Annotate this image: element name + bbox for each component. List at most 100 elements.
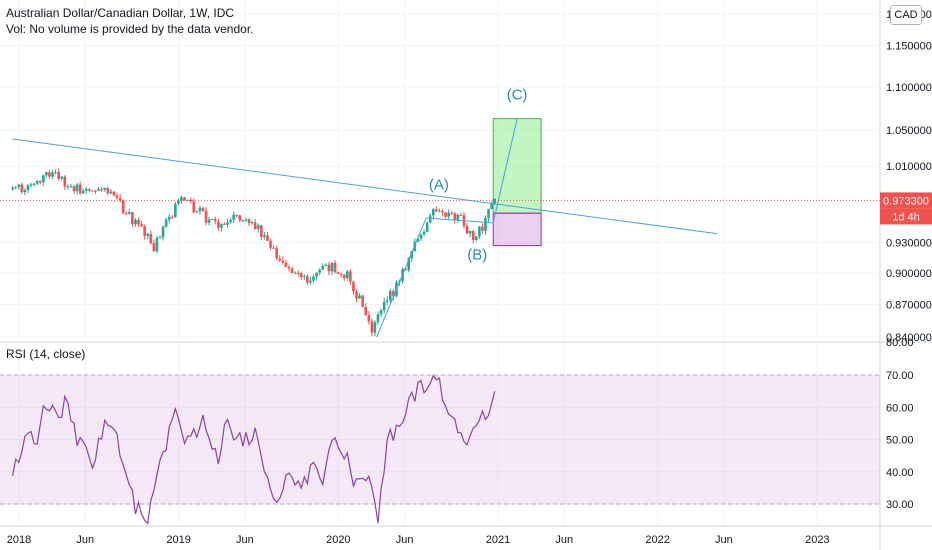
candle	[250, 221, 254, 226]
y-tick-label: 0.870000	[886, 299, 932, 311]
candle	[60, 176, 64, 181]
rsi-title: RSI (14, close)	[6, 347, 86, 361]
candle-body	[382, 301, 386, 311]
candle-body	[453, 213, 457, 220]
candle-body	[312, 276, 315, 281]
candle-body	[26, 185, 30, 191]
y-tick-label: 1.150000	[886, 41, 932, 53]
profit-target-box	[492, 118, 542, 214]
candle	[244, 217, 248, 223]
rsi-band	[0, 375, 880, 504]
candle	[450, 211, 453, 215]
candle	[106, 186, 110, 196]
candle-body	[247, 219, 251, 223]
candle-body	[115, 195, 119, 198]
candle-body	[444, 212, 447, 217]
y-tick-label: 0.930000	[886, 238, 932, 250]
candle	[339, 272, 343, 278]
candle	[201, 206, 205, 213]
candle-body	[204, 210, 208, 223]
candle-body	[447, 212, 450, 217]
trend-line	[12, 138, 717, 235]
candle	[367, 311, 371, 325]
candle-body	[23, 190, 27, 193]
candle-body	[100, 189, 103, 191]
price-pane[interactable]: (A) (B) (C)	[0, 87, 880, 338]
candle	[459, 212, 463, 216]
candle-body	[72, 186, 76, 192]
candle-body	[450, 212, 453, 214]
candle	[471, 229, 475, 244]
candle	[278, 254, 282, 263]
candle-body	[478, 226, 481, 237]
candle	[97, 186, 100, 191]
candle	[358, 293, 361, 299]
last-price-value: 0.973300	[883, 195, 929, 207]
candle-body	[164, 219, 168, 227]
candle-body	[392, 290, 395, 297]
candle-body	[63, 176, 67, 187]
candle-body	[435, 209, 438, 212]
candle-body	[213, 219, 217, 222]
currency-button[interactable]: CAD	[890, 5, 922, 25]
candle	[14, 186, 17, 190]
candle-body	[349, 271, 352, 282]
candle-body	[275, 248, 278, 259]
candle	[63, 175, 67, 190]
candle-body	[416, 238, 420, 242]
candle-body	[410, 251, 414, 259]
candle-body	[45, 172, 48, 176]
candle	[78, 181, 82, 195]
candle	[69, 183, 73, 188]
candle-body	[299, 273, 303, 278]
candle	[17, 184, 21, 190]
candle	[81, 188, 85, 194]
x-tick-label: 2020	[326, 534, 350, 546]
candle	[275, 245, 278, 260]
candle-body	[422, 231, 426, 235]
candle-body	[281, 260, 285, 263]
candle	[91, 190, 94, 192]
candle-body	[118, 197, 122, 201]
candle-body	[266, 235, 269, 241]
candle	[213, 216, 217, 225]
candle-body	[158, 237, 162, 239]
candle	[370, 318, 374, 337]
x-tick-label: Jun	[715, 534, 733, 546]
candle	[281, 256, 285, 265]
candle	[431, 207, 435, 220]
candle	[38, 180, 42, 185]
candle	[51, 169, 54, 180]
candle	[45, 171, 48, 178]
candle	[118, 194, 122, 203]
candle-body	[57, 172, 60, 179]
candle	[167, 213, 171, 224]
candle	[318, 268, 321, 276]
candle-body	[174, 203, 177, 218]
candle-body	[127, 212, 131, 214]
candle-body	[38, 180, 42, 183]
candle-body	[223, 223, 226, 225]
candle	[481, 223, 484, 235]
y-tick-label: 0.840000	[886, 332, 932, 344]
candle	[100, 187, 103, 193]
y-tick-label: 0.900000	[886, 268, 932, 280]
candle-body	[306, 276, 309, 283]
candle	[456, 213, 460, 223]
candle-body	[189, 199, 193, 202]
candle-body	[183, 197, 186, 201]
candle	[327, 261, 331, 276]
rsi-pane[interactable]	[0, 374, 880, 525]
candle	[364, 303, 368, 316]
candle-body	[109, 191, 113, 194]
x-tick-label: Jun	[76, 534, 94, 546]
candle-body	[91, 190, 94, 192]
candle-body	[78, 184, 82, 194]
candle	[54, 169, 57, 175]
candle-body	[112, 191, 116, 196]
x-tick-label: 2018	[7, 534, 31, 546]
candle	[293, 271, 297, 274]
candle-body	[106, 188, 110, 194]
candle	[11, 185, 14, 192]
